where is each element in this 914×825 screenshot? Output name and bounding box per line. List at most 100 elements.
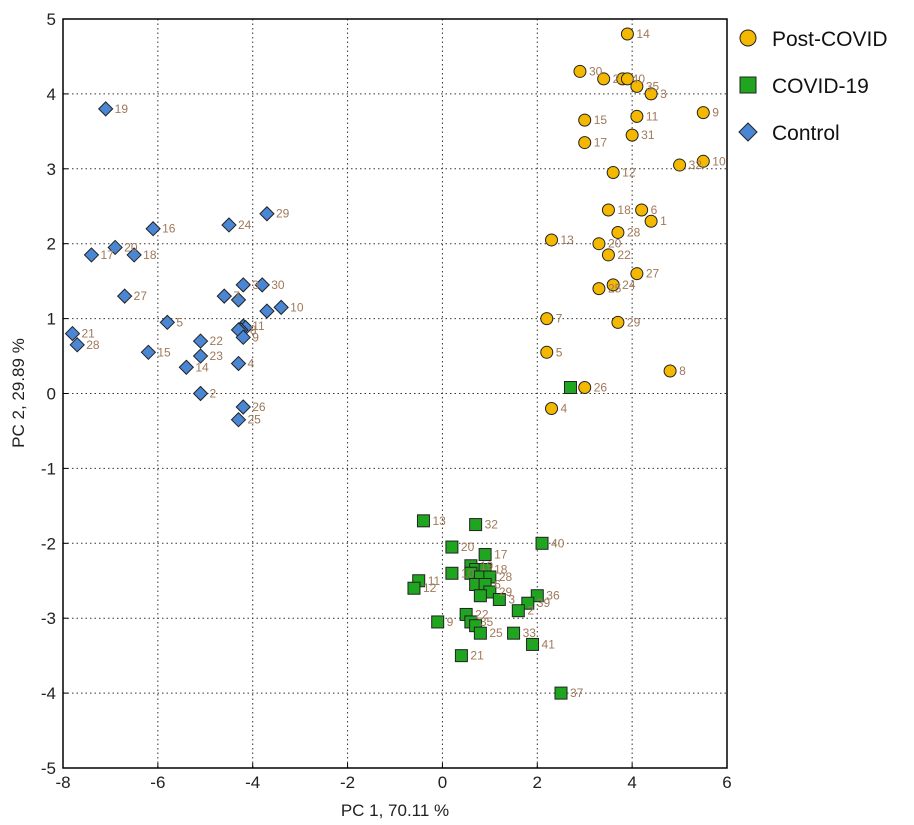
y-tick-label: 1 <box>47 310 56 329</box>
y-tick-label: 2 <box>47 235 56 254</box>
post-covid-point <box>635 203 649 217</box>
post-covid-point <box>578 113 592 127</box>
post-covid-point <box>630 109 644 123</box>
post-covid-point <box>545 233 559 247</box>
control-point-label: 24 <box>238 218 252 232</box>
control-point <box>140 344 157 361</box>
grid <box>63 19 727 768</box>
covid-19-point <box>526 637 540 651</box>
control-point-label: 28 <box>86 338 100 352</box>
control-point-label: 26 <box>252 400 266 414</box>
control-point-label: 2 <box>210 387 217 401</box>
covid-19-point <box>431 615 445 629</box>
covid-19-point-label: 32 <box>485 518 499 532</box>
covid-19-point-label: 28 <box>499 570 513 584</box>
control-point-label: 27 <box>134 289 148 303</box>
post-covid-point-label: 17 <box>594 136 608 150</box>
covid-19-point-label: 41 <box>542 637 556 651</box>
post-covid-point-label: 10 <box>712 154 726 168</box>
x-tick-label: 6 <box>722 773 731 792</box>
control-point <box>69 337 85 353</box>
control-point-label: 29 <box>276 207 290 221</box>
x-tick-label: -2 <box>340 773 355 792</box>
post-covid-point-label: 28 <box>627 225 641 239</box>
y-axis-label: PC 2, 29.89 % <box>9 338 28 448</box>
legend: Post-COVID COVID-19 Control <box>738 28 888 145</box>
covid-19-point <box>407 581 421 595</box>
y-tick-label: -5 <box>41 759 56 778</box>
post-covid-point-label: 35 <box>646 79 660 93</box>
post-covid-point <box>545 401 559 415</box>
post-covid-point <box>540 345 554 359</box>
control-point-label: 14 <box>195 360 209 374</box>
control-point <box>178 359 195 375</box>
legend-label-covid-19: COVID-19 <box>772 75 869 98</box>
control-point-label: 18 <box>143 248 157 262</box>
covid-19-point-label: 11 <box>428 574 441 588</box>
legend-item-control: Control <box>738 122 840 145</box>
y-tick-label: -1 <box>41 459 56 478</box>
post-covid-point <box>696 154 710 168</box>
control-point <box>145 221 161 237</box>
covid-19-point <box>469 518 483 532</box>
post-covid-point <box>606 166 620 180</box>
post-covid-point-label: 30 <box>589 64 603 78</box>
covid-19-point-label: 6 <box>494 577 501 591</box>
control-point <box>216 288 232 304</box>
x-tick-label: -8 <box>55 773 70 792</box>
covid-19-point <box>445 540 459 554</box>
covid-19-point <box>473 626 487 640</box>
control-point-label: 4 <box>247 357 254 371</box>
post-covid-point-label: 2 <box>613 72 620 86</box>
control-point <box>273 299 289 316</box>
post-covid-point-label: 9 <box>712 106 719 120</box>
control-point-label: 8 <box>250 323 257 337</box>
covid-19-point-label: 36 <box>546 589 560 603</box>
covid-19-point-label: 29 <box>499 585 513 599</box>
control-point-label: 3 <box>252 278 259 292</box>
post-covid-point-label: 1 <box>660 214 667 228</box>
post-covid-point-label: 18 <box>617 203 631 217</box>
legend-marker-post-covid <box>739 29 757 47</box>
control-point <box>64 325 81 342</box>
control-point-label: 30 <box>271 278 285 292</box>
control-point <box>235 329 251 346</box>
legend-label-control: Control <box>772 122 840 145</box>
y-tick-label: 3 <box>47 160 56 179</box>
control-point <box>259 206 275 222</box>
covid-19-point-label: 10 <box>461 566 475 580</box>
control-point <box>230 292 247 308</box>
covid-19-point <box>563 381 577 395</box>
post-covid-point <box>573 64 587 78</box>
control-point <box>230 355 247 372</box>
covid-19-point-label: 9 <box>447 615 454 629</box>
post-covid-point-label: 8 <box>679 364 686 378</box>
covid-19-point-label: 17 <box>494 548 508 562</box>
covid-19-point <box>454 649 468 663</box>
post-covid-point <box>578 381 592 395</box>
post-covid-point <box>597 72 611 86</box>
x-tick-label: 4 <box>627 773 636 792</box>
control-point <box>221 217 237 233</box>
covid-19-point <box>478 548 492 562</box>
post-covid-point <box>696 106 710 120</box>
control-point <box>254 277 270 293</box>
control-point-label: 25 <box>247 413 261 427</box>
post-covid-point <box>592 282 606 296</box>
post-covid-point <box>592 237 606 251</box>
post-covid-point-label: 26 <box>594 381 608 395</box>
post-covid-point-label: 14 <box>636 27 650 41</box>
covid-19-point <box>445 566 459 580</box>
control-point-label: 7 <box>233 289 240 303</box>
control-point <box>235 277 251 293</box>
covid-19-point-label: 19 <box>480 559 494 573</box>
y-tick-label: 5 <box>47 10 56 29</box>
control-point <box>230 412 247 428</box>
control-point-label: 9 <box>252 330 259 344</box>
control-point-label: 17 <box>100 248 114 262</box>
covid-19-point-label: 37 <box>570 686 584 700</box>
post-covid-point <box>540 312 554 326</box>
post-covid-point <box>620 72 634 86</box>
